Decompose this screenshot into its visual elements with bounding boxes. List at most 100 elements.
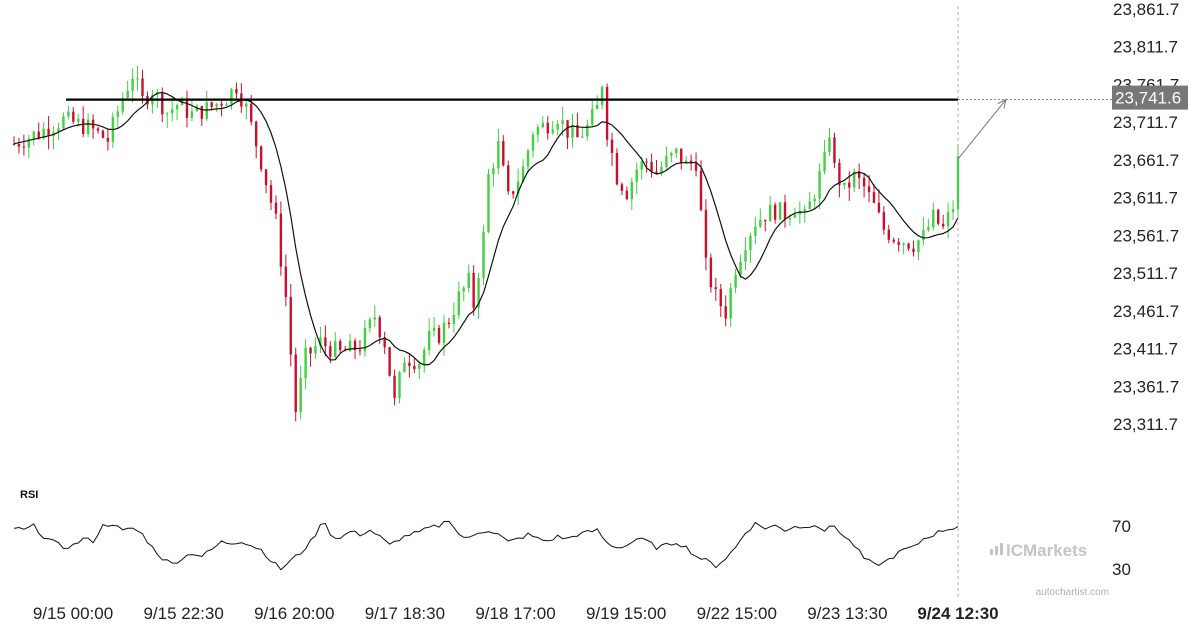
y-tick-label: 23,311.7: [1113, 415, 1178, 434]
candle-body: [793, 214, 797, 218]
candle-body: [96, 128, 100, 131]
candle-body: [462, 287, 465, 292]
candle-body: [225, 104, 228, 106]
candle-body: [833, 137, 836, 163]
y-axis-ticks: 23,861.723,811.723,761.723,711.723,661.7…: [1113, 0, 1179, 434]
candle-body: [62, 116, 65, 129]
rsi-level-ticks: 70 30: [1112, 517, 1131, 579]
candle-body: [818, 171, 821, 199]
candle-body: [250, 103, 253, 122]
candle-body: [329, 346, 332, 357]
y-tick-label: 23,661.7: [1113, 151, 1179, 170]
candle-body: [862, 177, 866, 187]
candle-body: [853, 171, 856, 188]
candle-body: [734, 274, 737, 288]
candle-body: [245, 103, 248, 107]
candle-body: [699, 170, 703, 211]
candle-body: [141, 78, 144, 96]
candle-body: [136, 78, 139, 80]
projection-arrow-line: [957, 99, 1007, 160]
candle-body: [57, 128, 60, 133]
x-tick-label: 9/19 15:00: [586, 604, 666, 623]
candle-body: [254, 121, 258, 147]
candle-body: [348, 340, 352, 352]
candle-body: [37, 131, 40, 138]
moving-average-line: [13, 91, 959, 366]
candle-body: [358, 350, 362, 352]
y-tick-label: 23,861.7: [1113, 0, 1179, 19]
candle-body: [892, 239, 895, 242]
candle-body: [334, 341, 337, 357]
candle-body: [640, 161, 643, 170]
y-tick-label: 23,711.7: [1113, 113, 1178, 132]
candle-body: [951, 209, 955, 213]
candle-body: [220, 103, 223, 106]
candle-body: [773, 204, 777, 220]
candle-body: [378, 317, 381, 338]
candle-body: [922, 229, 925, 241]
candle-body: [121, 98, 124, 112]
candle-body: [680, 148, 683, 164]
candle-body: [17, 144, 21, 147]
candle-body: [516, 181, 520, 194]
rsi-level-label: 70: [1112, 517, 1131, 536]
candle-body: [808, 201, 811, 209]
candle-body: [605, 86, 609, 140]
candle-body: [403, 362, 406, 373]
candle-body: [368, 319, 372, 328]
candle-body: [418, 364, 421, 370]
candle-body: [309, 347, 312, 354]
candle-body: [32, 131, 35, 139]
candle-body: [551, 129, 554, 134]
candle-body: [502, 141, 505, 166]
candle-body: [294, 354, 297, 412]
y-tick-label: 23,461.7: [1113, 302, 1179, 321]
price-tag-box: [1112, 85, 1188, 110]
candle-body: [857, 171, 861, 178]
candle-body: [442, 322, 446, 343]
candle-body: [304, 347, 307, 379]
candle-body: [739, 261, 742, 275]
autochartist-credit: autochartist.com: [1036, 587, 1109, 598]
candle-body: [511, 191, 515, 194]
candle-body: [887, 229, 891, 240]
candle-body: [650, 161, 653, 172]
candle-body: [81, 118, 85, 134]
candle-body: [907, 243, 910, 249]
candle-body: [274, 202, 278, 214]
candle-body: [600, 86, 604, 105]
candle-body: [289, 297, 292, 355]
candle-body: [437, 327, 441, 343]
y-tick-label: 23,811.7: [1113, 38, 1178, 57]
candle-body: [655, 171, 658, 174]
candle-body: [843, 182, 846, 185]
candle-body: [185, 100, 189, 118]
candle-body: [946, 212, 950, 227]
candle-body: [536, 127, 540, 135]
candle-body: [848, 182, 851, 188]
x-tick-label: 9/23 13:30: [807, 604, 887, 623]
candle-body: [432, 327, 436, 331]
candle-body: [200, 106, 204, 119]
candle-body: [803, 208, 806, 211]
x-tick-label: 9/18 17:00: [475, 604, 555, 623]
candle-body: [684, 160, 688, 164]
candle-body: [917, 240, 920, 253]
candle-body: [42, 128, 45, 138]
candle-body: [338, 341, 342, 351]
candle-body: [27, 138, 31, 148]
candle-body: [571, 125, 574, 138]
candle-body: [902, 243, 905, 246]
candle-body: [526, 150, 530, 167]
candle-body: [175, 105, 179, 110]
candle-body: [610, 139, 614, 154]
candle-body: [744, 250, 747, 262]
candle-body: [373, 317, 376, 320]
candle-body: [591, 108, 594, 125]
candle-body: [447, 322, 451, 325]
rsi-line: [13, 520, 959, 571]
candle-body: [764, 219, 767, 222]
candle-body: [452, 315, 456, 325]
candle-body: [561, 120, 564, 124]
